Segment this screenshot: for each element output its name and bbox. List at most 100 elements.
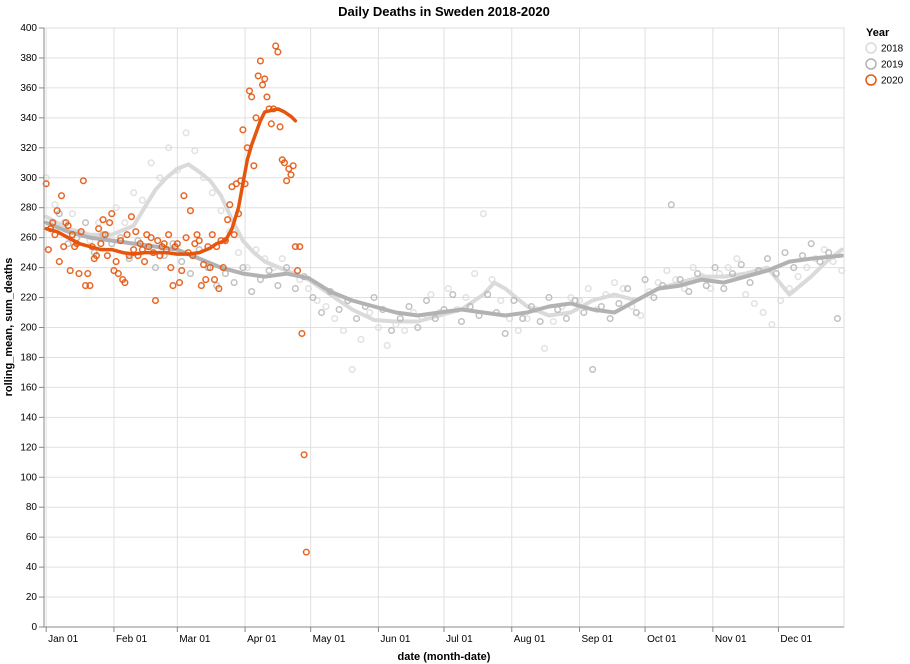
point-2019 <box>484 291 492 299</box>
point-2020 <box>132 228 140 236</box>
x-tick-label: Apr 01 <box>247 634 277 645</box>
point-2019 <box>387 326 396 335</box>
point-2018 <box>357 335 365 344</box>
legend-label-2019: 2019 <box>881 60 904 71</box>
point-2018 <box>322 302 330 311</box>
point-2018 <box>724 264 732 272</box>
point-2019 <box>781 249 789 257</box>
point-2018 <box>130 189 138 197</box>
point-2018 <box>444 285 452 293</box>
point-2018 <box>479 210 487 218</box>
point-2019 <box>772 270 780 278</box>
point-2020 <box>280 159 288 167</box>
point-2020 <box>103 252 111 260</box>
point-2020 <box>121 279 129 287</box>
point-2020 <box>254 72 262 80</box>
point-2020 <box>84 270 92 278</box>
point-2020 <box>127 213 135 221</box>
rolling-line-2020 <box>44 107 298 256</box>
point-2020 <box>230 231 238 239</box>
point-2018 <box>339 326 348 335</box>
point-2019 <box>81 219 90 227</box>
point-2018 <box>401 326 409 335</box>
point-2019 <box>615 299 623 308</box>
point-2018 <box>838 267 846 275</box>
point-2020 <box>151 296 160 305</box>
y-tick-label: 20 <box>26 592 38 603</box>
point-2020 <box>106 219 114 227</box>
point-2019 <box>694 270 702 278</box>
point-2020 <box>274 48 282 56</box>
point-2018 <box>427 291 435 299</box>
point-2020 <box>186 207 194 215</box>
point-2019 <box>318 308 326 317</box>
point-2020 <box>169 282 177 290</box>
point-2019 <box>676 276 684 284</box>
y-tick-label: 320 <box>20 143 37 154</box>
point-2020 <box>294 267 302 275</box>
chart-title: Daily Deaths in Sweden 2018-2020 <box>338 4 550 19</box>
point-2019 <box>790 264 798 272</box>
point-2020 <box>123 231 131 239</box>
point-2019 <box>414 323 422 332</box>
x-tick-label: Jun 01 <box>380 634 410 645</box>
point-2020 <box>165 231 173 239</box>
point-2019 <box>641 276 649 284</box>
point-2018 <box>540 344 549 353</box>
point-2020 <box>276 123 284 131</box>
point-2018 <box>331 314 339 323</box>
point-2019 <box>431 314 439 323</box>
y-tick-label: 220 <box>20 293 37 304</box>
point-2020 <box>300 451 308 459</box>
point-2020 <box>252 114 260 122</box>
point-2020 <box>145 243 153 251</box>
point-2018 <box>777 296 785 305</box>
point-2020 <box>263 93 271 101</box>
point-2018 <box>304 285 313 293</box>
point-2020 <box>77 228 85 236</box>
point-2020 <box>60 243 68 251</box>
y-tick-label: 340 <box>20 113 37 124</box>
point-2019 <box>606 314 614 323</box>
point-2018 <box>182 129 190 137</box>
point-2020 <box>197 282 205 290</box>
point-2019 <box>728 270 737 278</box>
point-2019 <box>763 255 772 263</box>
point-2020 <box>75 270 83 278</box>
point-2018 <box>575 296 584 305</box>
point-2019 <box>737 261 745 269</box>
legend: Year 2018 2019 2020 <box>865 27 904 87</box>
point-2018 <box>191 147 199 155</box>
series-2018 <box>42 129 846 373</box>
point-2019 <box>186 270 194 278</box>
point-2018 <box>217 207 225 215</box>
point-2020 <box>66 267 74 275</box>
point-2018 <box>584 285 592 293</box>
point-2019 <box>632 308 640 317</box>
point-2020 <box>215 285 223 293</box>
point-2020 <box>219 264 227 272</box>
point-2020 <box>250 162 258 170</box>
point-2020 <box>86 282 94 290</box>
point-2018 <box>383 341 391 350</box>
point-2019 <box>422 296 431 305</box>
point-2019 <box>589 365 597 373</box>
point-2019 <box>370 294 378 302</box>
y-axis-title: rolling_mean, sum_deaths <box>3 258 15 397</box>
legend-label-2020: 2020 <box>881 76 904 87</box>
point-2020 <box>147 234 155 242</box>
point-2019 <box>248 288 256 296</box>
point-2018 <box>610 279 619 287</box>
point-2018 <box>138 196 146 204</box>
point-2020 <box>81 282 90 290</box>
point-2019 <box>650 294 658 302</box>
point-2018 <box>208 189 216 197</box>
point-2020 <box>95 225 103 233</box>
point-2018 <box>234 249 243 257</box>
point-2019 <box>178 258 186 266</box>
x-tick-label: May 01 <box>313 634 346 645</box>
y-tick-label: 100 <box>20 472 37 483</box>
point-2018 <box>374 323 382 332</box>
legend-symbol-2018 <box>865 42 877 54</box>
point-2020 <box>101 231 109 239</box>
